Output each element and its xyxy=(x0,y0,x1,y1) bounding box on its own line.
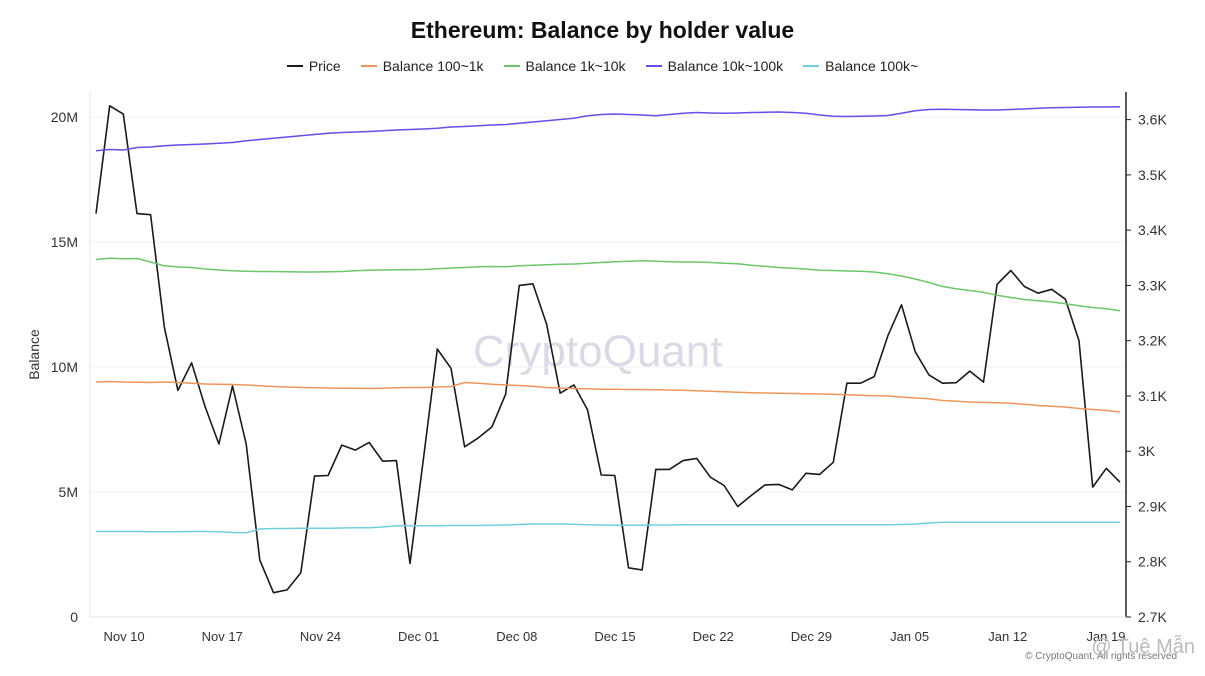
right-tick-label-0: 2.7K xyxy=(1138,609,1167,625)
x-tick-label-8: Jan 05 xyxy=(890,629,929,644)
right-tick-label-8: 3.5K xyxy=(1138,167,1167,183)
right-tick-label-6: 3.3K xyxy=(1138,277,1167,293)
x-tick-label-3: Dec 01 xyxy=(398,629,439,644)
right-tick-label-5: 3.2K xyxy=(1138,333,1167,349)
legend-label: Price xyxy=(308,58,341,74)
series-line-price xyxy=(95,105,1121,594)
legend-label: Balance 1k~10k xyxy=(525,58,626,74)
x-tick-label-1: Nov 17 xyxy=(202,629,243,644)
x-tick-label-7: Dec 29 xyxy=(791,629,832,644)
right-tick-label-2: 2.9K xyxy=(1138,498,1167,514)
legend-item-balance-100k[interactable]: Balance 100k~ xyxy=(803,58,918,74)
x-tick-label-6: Dec 22 xyxy=(693,629,734,644)
legend-swatch xyxy=(645,65,662,67)
left-tick-label-3: 15M xyxy=(51,234,78,250)
right-tick-label-7: 3.4K xyxy=(1138,222,1167,238)
legend-swatch xyxy=(503,65,520,67)
legend-swatch xyxy=(803,65,820,67)
right-tick-label-4: 3.1K xyxy=(1138,388,1167,404)
legend-label: Balance 100k~ xyxy=(825,58,919,74)
left-axis-label: Balance xyxy=(26,329,42,380)
chart-legend: Price Balance 100~1k Balance 1k~10k Balance… xyxy=(0,58,1205,74)
right-tick-label-3: 3K xyxy=(1138,443,1156,459)
overlay-author-text: @ Tuệ Mẫn xyxy=(1091,636,1195,658)
left-tick-label-0: 0 xyxy=(70,609,78,625)
right-tick-label-1: 2.8K xyxy=(1138,554,1167,570)
x-tick-label-0: Nov 10 xyxy=(103,629,144,644)
right-tick-label-9: 3.6K xyxy=(1138,112,1167,128)
x-tick-label-9: Jan 12 xyxy=(988,629,1027,644)
copyright-footer: © CryptoQuant. All rights reserved xyxy=(1025,651,1177,662)
legend-item-balance-1k-10k[interactable]: Balance 1k~10k xyxy=(503,58,626,74)
x-tick-label-2: Nov 24 xyxy=(300,629,341,644)
series-line-balance-100-1k xyxy=(95,380,1121,413)
x-tick-label-5: Dec 15 xyxy=(594,629,635,644)
legend-label: Balance 100~1k xyxy=(382,58,484,74)
legend-label: Balance 10k~100k xyxy=(667,58,784,74)
legend-swatch xyxy=(360,65,377,67)
legend-item-balance-10k-100k[interactable]: Balance 10k~100k xyxy=(645,58,784,74)
legend-swatch xyxy=(286,65,303,67)
left-tick-label-2: 10M xyxy=(51,359,78,375)
x-tick-label-10: Jan 19 xyxy=(1086,629,1125,644)
series-line-balance-1k-10k xyxy=(95,257,1121,312)
left-tick-label-4: 20M xyxy=(51,109,78,125)
watermark-logo: CryptoQuant xyxy=(473,327,723,376)
left-tick-label-1: 5M xyxy=(59,484,78,500)
series-line-balance-10k-100k xyxy=(95,106,1121,152)
chart-title: Ethereum: Balance by holder value xyxy=(410,17,795,43)
x-tick-label-4: Dec 08 xyxy=(496,629,537,644)
legend-item-price[interactable]: Price xyxy=(286,58,341,74)
series-line-balance-100k xyxy=(96,521,1120,534)
legend-item-balance-100-1k[interactable]: Balance 100~1k xyxy=(360,58,484,74)
